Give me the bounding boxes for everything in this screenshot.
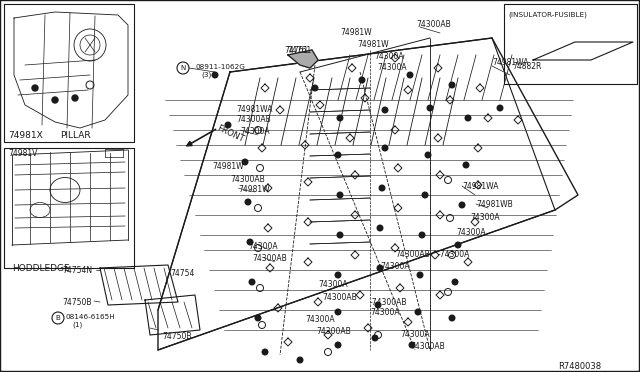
Circle shape (377, 225, 383, 231)
Text: 74300AB: 74300AB (316, 327, 351, 336)
Circle shape (337, 232, 343, 238)
Circle shape (52, 97, 58, 103)
Text: 74300A: 74300A (377, 63, 406, 72)
Text: 74300AB: 74300AB (395, 250, 429, 259)
Circle shape (312, 85, 318, 91)
Circle shape (497, 105, 503, 111)
Circle shape (242, 159, 248, 165)
Text: 74300AB: 74300AB (252, 254, 287, 263)
Circle shape (335, 272, 341, 278)
Text: 74981WA: 74981WA (462, 182, 499, 191)
Circle shape (463, 162, 468, 168)
Circle shape (375, 302, 381, 308)
Text: 74981WB: 74981WB (476, 200, 513, 209)
Circle shape (379, 185, 385, 191)
Circle shape (372, 335, 378, 341)
Text: 74300AB: 74300AB (322, 293, 356, 302)
Circle shape (249, 279, 255, 285)
Circle shape (417, 272, 423, 278)
Text: 08146-6165H: 08146-6165H (66, 314, 116, 320)
Circle shape (419, 232, 425, 238)
Circle shape (415, 309, 421, 315)
Text: 74981W: 74981W (212, 162, 244, 171)
Circle shape (335, 309, 341, 315)
Text: 74300A: 74300A (305, 315, 335, 324)
Text: B: B (56, 315, 60, 321)
Circle shape (425, 152, 431, 158)
Circle shape (455, 242, 461, 248)
Text: -74300AB: -74300AB (370, 298, 408, 307)
Text: 74981W: 74981W (238, 185, 269, 194)
Text: 74981WA: 74981WA (236, 105, 273, 114)
Text: 74300A: 74300A (456, 228, 486, 237)
Text: 74300A: 74300A (400, 330, 429, 339)
Text: HODDLEDGE: HODDLEDGE (12, 264, 70, 273)
Circle shape (428, 105, 433, 111)
Text: FRONT: FRONT (215, 124, 245, 144)
Circle shape (465, 115, 471, 121)
Circle shape (382, 107, 388, 113)
Circle shape (225, 122, 231, 128)
Text: (INSULATOR-FUSIBLE): (INSULATOR-FUSIBLE) (508, 11, 587, 17)
Circle shape (359, 77, 365, 83)
Text: 74754N: 74754N (62, 266, 92, 275)
Circle shape (407, 72, 413, 78)
Text: 74750B: 74750B (62, 298, 92, 307)
Circle shape (245, 199, 251, 205)
Circle shape (337, 192, 343, 198)
Text: 74761: 74761 (284, 46, 308, 55)
Text: 74981WA: 74981WA (492, 58, 529, 67)
Circle shape (72, 95, 78, 101)
Text: PILLAR: PILLAR (60, 131, 91, 140)
Text: 74300A: 74300A (248, 242, 278, 251)
Text: 74300A: 74300A (318, 280, 348, 289)
Text: 74300AB: 74300AB (416, 20, 451, 29)
Text: (1): (1) (72, 322, 83, 328)
Circle shape (335, 342, 341, 348)
Circle shape (297, 357, 303, 363)
Text: 74300A: 74300A (380, 262, 410, 271)
Text: 74981V: 74981V (8, 149, 37, 158)
Circle shape (255, 315, 261, 321)
Text: 74300AB: 74300AB (410, 342, 445, 351)
Circle shape (409, 342, 415, 348)
Text: 74761: 74761 (287, 46, 311, 55)
Text: 08911-1062G: 08911-1062G (195, 64, 245, 70)
Circle shape (452, 279, 458, 285)
Text: 74300AB: 74300AB (236, 115, 271, 124)
Text: N: N (180, 65, 186, 71)
Circle shape (335, 152, 341, 158)
Text: 74300A: 74300A (370, 308, 399, 317)
Circle shape (337, 115, 343, 121)
Text: R7480038: R7480038 (558, 362, 601, 371)
Polygon shape (288, 50, 318, 68)
Text: 74754: 74754 (170, 269, 195, 278)
Text: 74750B: 74750B (162, 332, 191, 341)
Circle shape (247, 239, 253, 245)
Text: 74300A: 74300A (374, 52, 404, 61)
Text: 74300A: 74300A (470, 213, 500, 222)
Text: -74300A: -74300A (438, 250, 470, 259)
Circle shape (377, 265, 383, 271)
Circle shape (382, 145, 388, 151)
Circle shape (212, 72, 218, 78)
Text: 74882R: 74882R (512, 62, 541, 71)
Text: 74300A: 74300A (240, 127, 269, 136)
Circle shape (460, 202, 465, 208)
Text: (3): (3) (201, 72, 211, 78)
Circle shape (449, 315, 455, 321)
Circle shape (422, 192, 428, 198)
Text: 74981W: 74981W (340, 28, 372, 37)
Text: 74981X: 74981X (8, 131, 43, 140)
Circle shape (449, 82, 455, 88)
Text: 74300AB: 74300AB (230, 175, 265, 184)
Circle shape (262, 349, 268, 355)
Text: 74981W: 74981W (357, 40, 388, 49)
Circle shape (32, 85, 38, 91)
